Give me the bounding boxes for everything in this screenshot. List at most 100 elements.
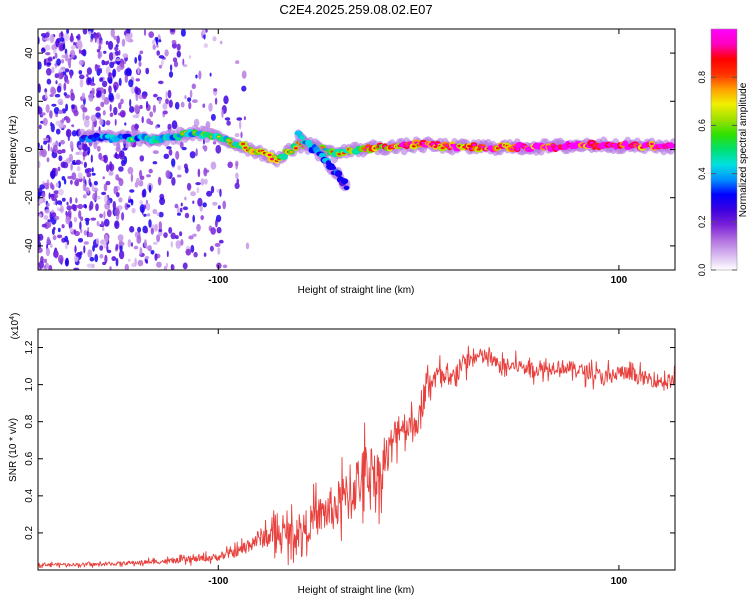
- heat-speckle: [102, 261, 107, 266]
- heat-speckle: [61, 118, 65, 124]
- heat-speckle: [78, 49, 81, 54]
- heat-speckle: [51, 44, 58, 51]
- heat-speckle: [195, 74, 198, 79]
- heat-speckle: [66, 205, 72, 211]
- heat-speckle: [58, 69, 62, 73]
- heat-speckle: [158, 64, 163, 69]
- heat-speckle: [56, 37, 61, 44]
- heat-speckle: [180, 239, 184, 246]
- heat-speckle: [203, 252, 207, 257]
- heat-speckle: [200, 178, 205, 186]
- heat-speckle: [134, 124, 140, 129]
- heat-speckle: [210, 161, 217, 170]
- heat-speckle: [219, 188, 222, 198]
- heat-speckle: [69, 54, 72, 58]
- ridge-core: [515, 148, 520, 151]
- heat-speckle: [221, 109, 224, 118]
- heat-speckle: [200, 215, 204, 221]
- heat-speckle: [114, 85, 117, 93]
- heat-speckle: [114, 46, 119, 52]
- heat-speckle: [75, 159, 81, 165]
- heat-speckle: [115, 93, 121, 100]
- heat-speckle: [57, 98, 64, 106]
- colorbar-label: Normalized spectral amplitude: [738, 82, 749, 217]
- heat-speckle: [170, 29, 175, 33]
- heat-speckle: [123, 60, 127, 65]
- heat-speckle: [95, 106, 101, 112]
- heat-speckle: [111, 256, 117, 262]
- heat-speckle: [129, 189, 135, 193]
- heat-speckle: [70, 162, 73, 171]
- heat-speckle: [81, 92, 86, 100]
- heat-speckle: [90, 38, 93, 43]
- heat-speckle: [78, 70, 83, 75]
- heat-speckle: [209, 245, 214, 252]
- heat-speckle: [153, 93, 158, 98]
- heat-speckle: [43, 215, 49, 220]
- heat-speckle: [105, 180, 111, 186]
- heat-speckle: [41, 47, 46, 53]
- heat-speckle: [106, 249, 112, 254]
- heat-speckle: [87, 187, 90, 194]
- heat-speckle: [128, 69, 132, 76]
- heat-speckle: [89, 181, 92, 188]
- heat-speckle: [137, 226, 142, 233]
- heat-speckle: [215, 144, 222, 154]
- heat-speckle: [63, 82, 67, 92]
- heat-speckle: [188, 101, 192, 110]
- snr-ytick-label: 1.0: [24, 377, 35, 391]
- heat-speckle: [105, 120, 111, 126]
- heat-speckle: [73, 216, 78, 223]
- heat-speckle: [102, 227, 105, 231]
- heatmap-xtick-label: 100: [611, 275, 628, 286]
- heat-speckle: [95, 112, 101, 118]
- heat-speckle: [203, 167, 208, 177]
- heat-speckle: [192, 214, 195, 223]
- heat-speckle: [169, 64, 173, 72]
- heat-speckle: [174, 101, 180, 110]
- heat-speckle: [115, 221, 118, 227]
- heat-speckle: [103, 240, 107, 249]
- heat-speckle: [145, 260, 149, 264]
- heat-speckle: [177, 212, 181, 216]
- heat-speckle: [90, 217, 97, 221]
- heat-speckle: [236, 117, 243, 121]
- heat-speckle: [73, 267, 80, 270]
- heat-speckle: [132, 114, 139, 119]
- heat-speckle: [121, 38, 126, 47]
- heat-speckle: [152, 208, 158, 215]
- heat-speckle: [50, 122, 53, 127]
- heat-speckle: [171, 158, 176, 167]
- heat-speckle: [71, 204, 76, 210]
- heatmap-ytick-label: 20: [24, 95, 35, 107]
- heat-speckle: [51, 212, 57, 218]
- heat-speckle: [69, 70, 73, 79]
- heat-speckle: [127, 239, 132, 248]
- heat-speckle: [88, 31, 92, 35]
- heat-speckle: [94, 34, 97, 43]
- heat-speckle: [106, 164, 110, 172]
- heat-speckle: [90, 114, 97, 123]
- heat-speckle: [61, 176, 66, 181]
- heat-speckle: [158, 221, 162, 231]
- heat-speckle: [182, 262, 188, 270]
- heat-speckle: [153, 241, 158, 245]
- heat-speckle: [191, 83, 196, 90]
- heat-speckle: [41, 223, 47, 228]
- heat-speckle: [158, 80, 164, 85]
- heat-speckle: [142, 94, 147, 100]
- heat-speckle: [116, 65, 122, 73]
- heat-speckle: [56, 207, 60, 211]
- heat-speckle: [108, 78, 113, 85]
- heat-speckle: [46, 202, 50, 207]
- heat-speckle: [158, 39, 162, 43]
- heat-speckle: [87, 232, 94, 238]
- heat-speckle: [75, 197, 78, 204]
- heat-speckle: [141, 189, 145, 198]
- heat-speckle: [139, 204, 146, 213]
- heat-speckle: [206, 190, 213, 197]
- heat-speckle: [40, 33, 47, 37]
- heat-speckle: [55, 198, 58, 206]
- heat-speckle: [83, 149, 86, 157]
- heat-speckle: [109, 266, 112, 270]
